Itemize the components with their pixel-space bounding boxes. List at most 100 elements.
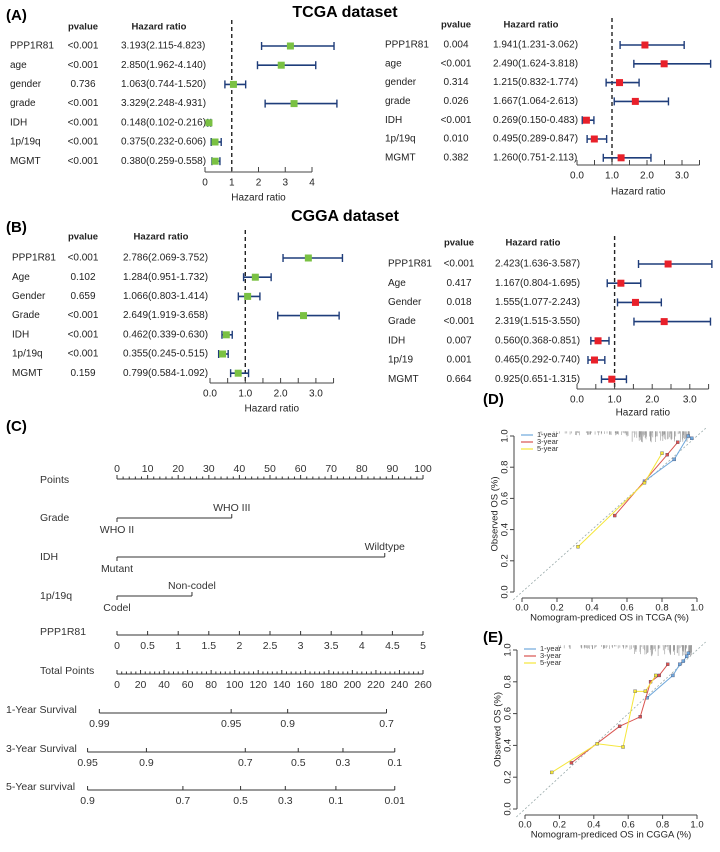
pvalue: 0.664 bbox=[446, 374, 471, 385]
pvalue: <0.001 bbox=[68, 137, 99, 148]
row-label: 1p/19q bbox=[12, 349, 43, 360]
row-label: Age bbox=[12, 272, 30, 283]
panel-label: (B) bbox=[6, 219, 27, 236]
total-points-tick-label: 60 bbox=[182, 679, 194, 691]
total-points-tick-label: 100 bbox=[226, 679, 244, 691]
series-line-1-year bbox=[644, 435, 693, 482]
series-line-5-year bbox=[577, 452, 663, 548]
series-point bbox=[665, 453, 669, 457]
x-tick-label: 1.0 bbox=[690, 603, 703, 614]
row-label: gender bbox=[10, 79, 42, 90]
x-axis-label: Hazard ratio bbox=[616, 408, 671, 419]
y-tick-label: 0.0 bbox=[503, 802, 514, 815]
total-points-tick-label: 160 bbox=[297, 679, 315, 691]
hazard-ratio-text: 0.355(0.245-0.515) bbox=[123, 349, 208, 360]
survival-tick-label: 0.9 bbox=[139, 757, 154, 769]
row-label: PPP1R81 bbox=[12, 253, 56, 264]
series-point bbox=[617, 724, 622, 728]
legend-label: 3-year bbox=[540, 651, 562, 660]
survival-tick-label: 0.3 bbox=[336, 757, 351, 769]
pvalue-header: pvalue bbox=[444, 238, 474, 249]
legend-label: 3-year bbox=[537, 437, 559, 446]
hr-marker bbox=[304, 254, 312, 262]
row-label: Grade bbox=[388, 316, 416, 327]
series-point bbox=[666, 662, 670, 666]
x-tick-label: 0.0 bbox=[570, 395, 584, 406]
y-tick-label: 0.6 bbox=[503, 707, 514, 720]
pvalue: <0.001 bbox=[68, 41, 99, 52]
series-point bbox=[621, 745, 625, 749]
row-label: IDH bbox=[388, 335, 405, 346]
survival-tick-label: 0.9 bbox=[80, 795, 95, 807]
x-axis-label: Nomogram-prediced OS in CGGA (%) bbox=[531, 830, 692, 841]
hazard-ratio-text: 0.925(0.651-1.315) bbox=[495, 374, 580, 385]
series-point bbox=[676, 440, 680, 444]
hazard-ratio-text: 0.495(0.289-0.847) bbox=[493, 134, 578, 145]
y-tick-label: 1.0 bbox=[503, 643, 514, 656]
y-tick-label: 0.4 bbox=[500, 523, 511, 536]
points-label: Points bbox=[40, 474, 69, 486]
series-point bbox=[657, 673, 661, 678]
total-points-tick-label: 140 bbox=[273, 679, 291, 691]
series-point bbox=[613, 513, 617, 518]
pvalue: 0.026 bbox=[443, 96, 468, 107]
series-point bbox=[671, 673, 675, 678]
panel-label: (C) bbox=[6, 418, 27, 435]
x-axis-label: Hazard ratio bbox=[611, 187, 666, 198]
ideal-diagonal bbox=[512, 427, 707, 601]
hazard-ratio-text: 2.490(1.624-3.818) bbox=[493, 58, 578, 69]
total-points-tick-label: 220 bbox=[367, 679, 385, 691]
variable-label: 1p/19q bbox=[40, 590, 72, 602]
hr-marker bbox=[641, 41, 649, 49]
x-tick-label: 0.6 bbox=[620, 603, 633, 614]
series-point bbox=[643, 689, 648, 693]
survival-tick-label: 0.7 bbox=[238, 757, 253, 769]
x-tick-label: 0 bbox=[202, 178, 208, 189]
hazard-ratio-text: 0.375(0.232-0.606) bbox=[121, 137, 206, 148]
y-tick-label: 0.2 bbox=[503, 771, 514, 784]
series-point bbox=[686, 434, 690, 438]
hazard-ratio-text: 1.555(1.077-2.243) bbox=[495, 297, 580, 308]
hazard-ratio-header: Hazard ratio bbox=[132, 22, 187, 33]
x-tick-label: 0.0 bbox=[518, 820, 531, 831]
y-tick-label: 0.8 bbox=[503, 675, 514, 688]
hr-marker bbox=[244, 292, 252, 300]
x-tick-label: 0.8 bbox=[656, 820, 669, 831]
points-tick-label: 60 bbox=[295, 463, 307, 475]
points-tick-label: 40 bbox=[234, 463, 246, 475]
points-tick-label: 0 bbox=[114, 463, 120, 475]
x-tick-label: 0.0 bbox=[515, 603, 528, 614]
hr-marker bbox=[631, 97, 639, 105]
hazard-ratio-header: Hazard ratio bbox=[506, 238, 561, 249]
x-tick-label: 2.0 bbox=[640, 171, 654, 182]
pvalue: 0.659 bbox=[70, 291, 95, 302]
ppp1r81-tick-label: 3.5 bbox=[324, 640, 339, 652]
survival-label: 5-Year survival bbox=[6, 781, 75, 793]
x-tick-label: 1.0 bbox=[605, 171, 619, 182]
ideal-diagonal bbox=[516, 641, 706, 818]
points-tick-label: 20 bbox=[172, 463, 184, 475]
total-points-tick-label: 120 bbox=[249, 679, 267, 691]
hr-marker bbox=[660, 318, 668, 326]
row-label: PPP1R81 bbox=[388, 259, 432, 270]
series-point bbox=[672, 457, 676, 462]
series-point bbox=[681, 659, 685, 663]
series-point bbox=[633, 689, 637, 693]
chart-title: CGGA dataset bbox=[291, 208, 400, 225]
pvalue: <0.001 bbox=[444, 316, 475, 327]
hazard-ratio-header: Hazard ratio bbox=[504, 20, 559, 31]
legend-label: 1-year bbox=[540, 644, 562, 653]
survival-tick-label: 0.1 bbox=[387, 757, 402, 769]
x-tick-label: 2.0 bbox=[274, 389, 288, 400]
y-tick-label: 0.0 bbox=[500, 585, 511, 598]
hazard-ratio-text: 1.284(0.951-1.732) bbox=[123, 272, 208, 283]
level-label: Non-codel bbox=[168, 580, 216, 592]
survival-tick-label: 0.95 bbox=[221, 718, 242, 730]
ppp1r81-tick-label: 1.5 bbox=[201, 640, 216, 652]
pvalue: <0.001 bbox=[68, 349, 99, 360]
survival-tick-label: 0.95 bbox=[77, 757, 98, 769]
hazard-ratio-text: 0.560(0.368-0.851) bbox=[495, 335, 580, 346]
total-points-tick-label: 200 bbox=[344, 679, 362, 691]
